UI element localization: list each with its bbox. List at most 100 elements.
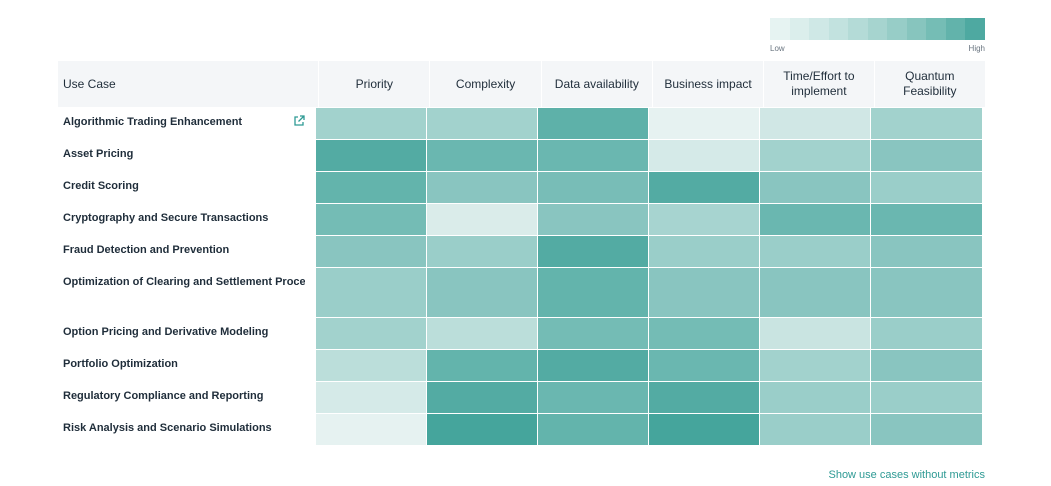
column-header-priority: Priority — [318, 61, 429, 107]
table-row[interactable]: Optimization of Clearing and Settlement … — [58, 267, 985, 317]
legend-swatch — [828, 18, 849, 40]
heat-cell-business-impact — [648, 381, 759, 413]
column-header-data-availability: Data availability — [540, 61, 652, 107]
table-row[interactable]: Algorithmic Trading Enhancement — [58, 107, 985, 139]
heat-cell-time-effort — [759, 235, 870, 267]
legend-swatch — [770, 18, 790, 40]
heat-cell-complexity — [426, 139, 537, 171]
legend-swatch — [809, 18, 829, 40]
show-use-cases-without-metrics-link[interactable]: Show use cases without metrics — [828, 469, 985, 481]
use-case-cell[interactable]: Regulatory Compliance and Reporting — [58, 381, 315, 413]
table-row[interactable]: Option Pricing and Derivative Modeling — [58, 317, 985, 349]
legend-high-label: High — [968, 44, 985, 53]
use-case-cell[interactable]: Algorithmic Trading Enhancement — [58, 107, 315, 139]
table-row[interactable]: Risk Analysis and Scenario Simulations — [58, 413, 985, 445]
heat-cell-complexity — [426, 349, 537, 381]
heat-cell-data-availability — [537, 235, 648, 267]
use-case-cell[interactable]: Portfolio Optimization — [58, 349, 315, 381]
table-row[interactable]: Fraud Detection and Prevention — [58, 235, 985, 267]
heat-cell-time-effort — [759, 267, 870, 317]
heat-cell-priority — [315, 381, 426, 413]
heat-cell-priority — [315, 107, 426, 139]
use-case-label: Algorithmic Trading Enhancement — [63, 116, 243, 128]
heat-cell-data-availability — [537, 171, 648, 203]
heat-cell-complexity — [426, 413, 537, 445]
heat-cell-data-availability — [537, 349, 648, 381]
heat-cell-data-availability — [537, 317, 648, 349]
heat-cell-time-effort — [759, 413, 870, 445]
use-case-label: Option Pricing and Derivative Modeling — [63, 326, 269, 338]
use-case-cell[interactable]: Fraud Detection and Prevention — [58, 235, 315, 267]
use-case-label: Cryptography and Secure Transactions — [63, 212, 269, 224]
use-case-label: Risk Analysis and Scenario Simulations — [63, 422, 272, 434]
heat-cell-data-availability — [537, 203, 648, 235]
heat-cell-quantum-feasibility — [870, 317, 982, 349]
legend-swatch — [848, 18, 868, 40]
legend-swatch — [945, 18, 966, 40]
table-row[interactable]: Asset Pricing — [58, 139, 985, 171]
heat-cell-business-impact — [648, 267, 759, 317]
use-case-cell[interactable]: Credit Scoring — [58, 171, 315, 203]
heat-cell-time-effort — [759, 139, 870, 171]
use-case-cell[interactable]: Optimization of Clearing and Settlement … — [58, 267, 315, 317]
legend-low-label: Low — [770, 44, 785, 53]
heat-cell-quantum-feasibility — [870, 267, 982, 317]
heat-cell-quantum-feasibility — [870, 203, 982, 235]
heat-cell-business-impact — [648, 107, 759, 139]
legend-scale — [770, 18, 986, 40]
table-row[interactable]: Cryptography and Secure Transactions — [58, 203, 985, 235]
heat-cell-complexity — [426, 171, 537, 203]
heat-cell-quantum-feasibility — [870, 171, 982, 203]
heat-cell-priority — [315, 235, 426, 267]
heat-cell-complexity — [426, 267, 537, 317]
legend-swatch — [926, 18, 946, 40]
heat-cell-time-effort — [759, 107, 870, 139]
heat-cell-priority — [315, 139, 426, 171]
column-header-complexity: Complexity — [429, 61, 540, 107]
table-body: Algorithmic Trading Enhancement Asset Pri… — [58, 107, 985, 445]
heat-cell-priority — [315, 317, 426, 349]
heat-cell-business-impact — [648, 413, 759, 445]
heat-cell-data-availability — [537, 381, 648, 413]
heat-cell-complexity — [426, 317, 537, 349]
use-case-label: Portfolio Optimization — [63, 358, 178, 370]
use-case-cell[interactable]: Risk Analysis and Scenario Simulations — [58, 413, 315, 445]
heat-cell-priority — [315, 171, 426, 203]
use-case-label: Fraud Detection and Prevention — [63, 244, 230, 256]
heat-cell-business-impact — [648, 203, 759, 235]
heat-cell-data-availability — [537, 107, 648, 139]
heat-cell-business-impact — [648, 139, 759, 171]
heat-cell-priority — [315, 349, 426, 381]
legend-swatch — [789, 18, 810, 40]
heat-cell-complexity — [426, 203, 537, 235]
use-case-label: Asset Pricing — [63, 148, 134, 160]
use-case-cell[interactable]: Asset Pricing — [58, 139, 315, 171]
heat-cell-time-effort — [759, 381, 870, 413]
heat-cell-business-impact — [648, 317, 759, 349]
heat-cell-priority — [315, 203, 426, 235]
heat-cell-complexity — [426, 235, 537, 267]
heat-cell-time-effort — [759, 203, 870, 235]
table-header: Use Case Priority Complexity Data availa… — [58, 61, 985, 107]
table-row[interactable]: Portfolio Optimization — [58, 349, 985, 381]
heat-cell-quantum-feasibility — [870, 413, 982, 445]
legend-swatch — [867, 18, 888, 40]
table-row[interactable]: Credit Scoring — [58, 171, 985, 203]
legend-swatch — [906, 18, 927, 40]
heat-cell-time-effort — [759, 171, 870, 203]
use-case-label: Optimization of Clearing and Settlement … — [63, 276, 305, 288]
heat-cell-quantum-feasibility — [870, 235, 982, 267]
external-link-icon[interactable] — [293, 115, 305, 127]
heat-cell-quantum-feasibility — [870, 107, 982, 139]
column-header-use-case: Use Case — [63, 76, 116, 91]
heat-cell-business-impact — [648, 171, 759, 203]
use-case-cell[interactable]: Cryptography and Secure Transactions — [58, 203, 315, 235]
column-header-business-impact: Business impact — [651, 61, 763, 107]
use-case-cell[interactable]: Option Pricing and Derivative Modeling — [58, 317, 315, 349]
legend-swatch — [887, 18, 907, 40]
column-header-time-effort: Time/Effort to implement — [763, 61, 873, 107]
heat-cell-time-effort — [759, 317, 870, 349]
table-row[interactable]: Regulatory Compliance and Reporting — [58, 381, 985, 413]
heat-cell-priority — [315, 413, 426, 445]
use-case-heatmap-table: Use Case Priority Complexity Data availa… — [58, 61, 985, 445]
